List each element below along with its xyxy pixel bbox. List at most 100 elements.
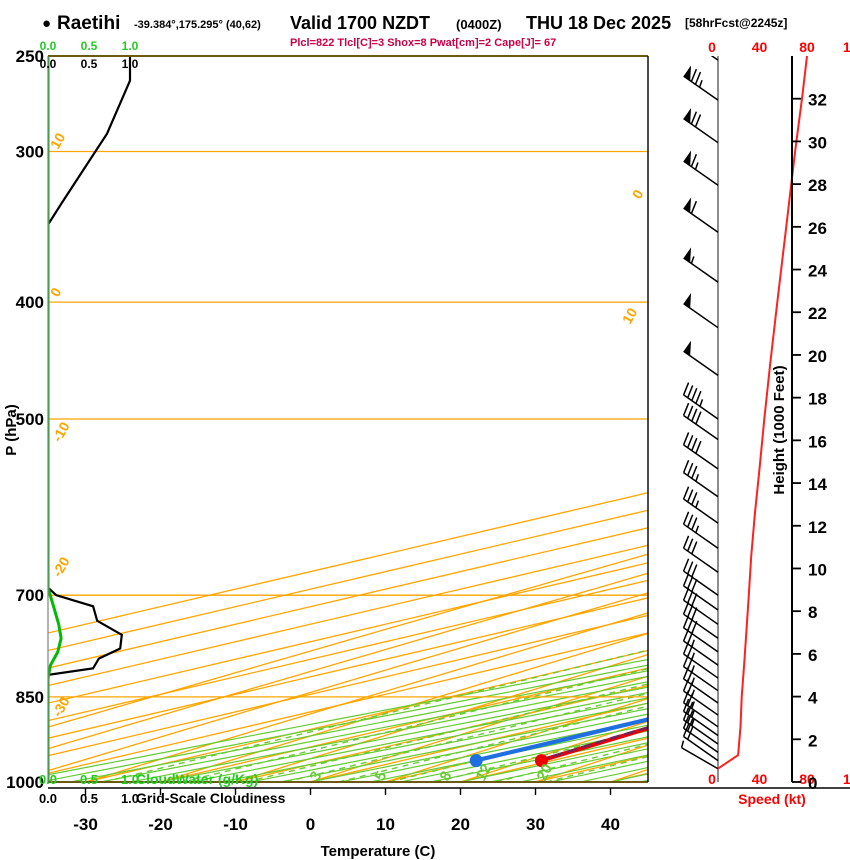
temperature-tick-label: -20 <box>148 815 173 834</box>
dry-adiabat-label: -20 <box>49 554 73 580</box>
isotherm-line <box>48 614 648 757</box>
wind-barb <box>682 511 719 549</box>
stability-params: Plcl=822 Tlcl[C]=3 Shox=8 Pwat[cm]=2 Cap… <box>290 37 556 49</box>
station-name: Raetihi <box>57 13 120 34</box>
height-tick-label: 12 <box>808 518 827 537</box>
cloudwater-trace <box>48 56 63 782</box>
temperature-tick-label: 10 <box>376 815 395 834</box>
height-tick-label: 0 <box>808 774 817 793</box>
wind-barb <box>682 678 719 716</box>
temperature-tick-label: -10 <box>223 815 248 834</box>
cloudwater-tick-label: 0.0 <box>39 772 57 787</box>
isotherm-line <box>48 562 648 704</box>
wind-barb <box>682 486 719 524</box>
mixing-ratio-label: 12 <box>473 761 496 784</box>
mixing-ratio-line <box>285 692 648 782</box>
wind-barb <box>683 292 719 329</box>
wind-barb <box>683 247 719 283</box>
cloudwater-tick-label: 1.0 <box>121 772 139 787</box>
temperature-tick-label: 20 <box>451 815 470 834</box>
surface-temperature-marker <box>534 754 548 768</box>
dry-adiabat-line <box>48 592 648 772</box>
wind-barb-group <box>680 56 719 782</box>
saturated-adiabat-line <box>48 664 648 782</box>
wind-barb <box>683 65 719 101</box>
wind-barb <box>683 340 719 376</box>
temperature-curve <box>538 726 648 763</box>
cloudiness-tick-label: 0.0 <box>39 791 57 806</box>
temperature-tick-label: -30 <box>73 815 98 834</box>
height-tick-label: 8 <box>808 603 817 622</box>
height-tick-label: 26 <box>808 219 827 238</box>
height-tick-label: 16 <box>808 432 827 451</box>
mixing-ratio-label: 20 <box>534 761 557 784</box>
speed-tick-label: 0 <box>708 771 716 787</box>
wind-barb <box>682 535 719 573</box>
dry-adiabat-line <box>310 675 648 782</box>
valid-date: THU 18 Dec 2025 <box>526 13 671 33</box>
temperature-tick-label: 0 <box>306 815 315 834</box>
speed-axis-label: Speed (kt) <box>738 791 806 807</box>
dry-adiabat-line <box>836 68 850 782</box>
cloudiness-tick-label: 1.0 <box>121 791 139 806</box>
height-axis-label: Height (1000 Feet) <box>771 365 788 494</box>
wind-barb <box>682 558 719 596</box>
height-tick-label: 10 <box>808 560 827 579</box>
height-tick-label: 6 <box>808 646 817 665</box>
isotherm-line <box>85 649 648 782</box>
saturated-adiabat-line <box>190 691 648 782</box>
saturated-adiabat-line <box>70 670 648 782</box>
dry-adiabat-label: 30 <box>734 460 756 482</box>
mixing-ratio-line <box>181 667 648 782</box>
isotherm-line <box>48 527 648 669</box>
speed-tick-label: 120 <box>843 771 850 787</box>
valid-time-utc: (0400Z) <box>456 17 502 32</box>
wind-barb <box>682 382 719 420</box>
saturated-adiabat-line <box>100 675 648 782</box>
cloudwater-tick-label-top: 0.0 <box>40 39 57 53</box>
temperature-axis-label: Temperature (C) <box>321 843 436 860</box>
pressure-tick-label: 500 <box>16 410 44 429</box>
wind-barb <box>682 402 719 441</box>
cloudwater-legend-label: CloudWater (g/Kg) <box>136 771 258 787</box>
height-tick-label: 4 <box>808 689 818 708</box>
height-tick-label: 30 <box>808 133 827 152</box>
isotherm-line <box>48 632 648 774</box>
mixing-ratio-line <box>545 755 648 782</box>
dry-adiabat-label: -10 <box>49 419 73 445</box>
dry-adiabat-line <box>48 572 648 750</box>
wind-barb <box>682 587 719 625</box>
wind-barb <box>682 432 719 470</box>
temperature-tick-label: 40 <box>601 815 620 834</box>
wind-speed-profile-curve <box>717 55 808 770</box>
wind-barb <box>682 653 719 692</box>
speed-tick-label-top: 80 <box>799 39 815 55</box>
temperature-tick-label: 30 <box>526 815 545 834</box>
pressure-axis-label: P (hPa) <box>3 404 20 455</box>
dry-adiabat-label: 10 <box>47 130 69 152</box>
height-tick-label: 14 <box>808 475 827 494</box>
speed-tick-label-top: 40 <box>752 39 768 55</box>
pressure-tick-label: 850 <box>16 688 44 707</box>
height-tick-label: 22 <box>808 304 827 323</box>
pressure-tick-label: 250 <box>16 47 44 66</box>
height-tick-label: 2 <box>808 731 817 750</box>
dry-adiabat-label: 20 <box>687 385 709 407</box>
speed-tick-label-top: 0 <box>708 39 716 55</box>
height-tick-label: 20 <box>808 347 827 366</box>
saturated-adiabat-line <box>640 779 648 782</box>
cloudiness-tick-label-top: 1.0 <box>122 57 139 71</box>
station-coords: -39.384°,175.295° (40,62) <box>134 19 261 31</box>
saturated-adiabat-line <box>160 686 648 782</box>
height-tick-label: 28 <box>808 176 827 195</box>
cloudiness-trace <box>48 56 132 782</box>
wind-barb <box>680 740 719 770</box>
cloudwater-tick-label-top: 0.5 <box>81 39 98 53</box>
saturated-adiabat-line <box>280 708 648 782</box>
cloudwater-tick-label: 0.5 <box>80 772 98 787</box>
dry-adiabat-line <box>85 612 648 782</box>
